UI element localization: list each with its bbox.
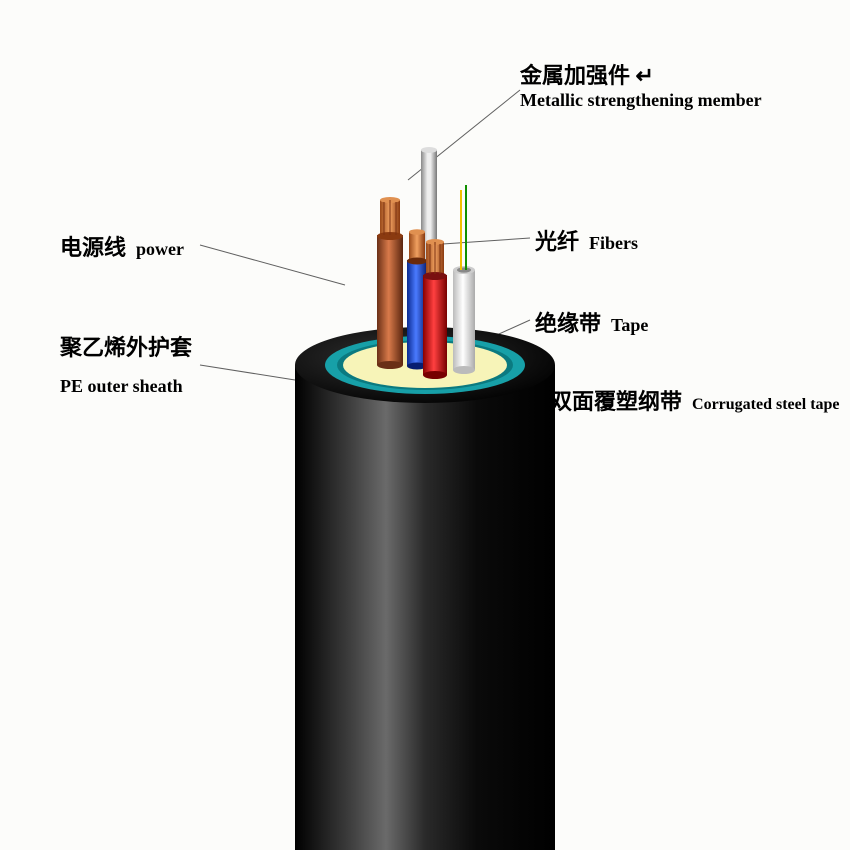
component-power-red [423,239,447,379]
label-sheath: 聚乙烯外护套 PE outer sheath [60,330,192,397]
label-sheath-en: PE outer sheath [60,376,192,397]
component-fiber-tube [453,185,475,374]
label-sheath-cn: 聚乙烯外护套 [60,335,192,360]
label-metal-en: Metallic strengthening member [520,90,762,111]
cable-body [295,327,555,850]
label-steel-en: Corrugated steel tape [692,396,840,413]
component-power-brown [377,197,403,369]
label-metal-cn: 金属加强件 [520,63,630,88]
label-power-cn: 电源线 [60,235,126,260]
label-power: 电源线 power [60,230,184,262]
label-power-en: power [136,239,184,259]
cable-diagram [225,130,625,850]
cable-components [377,147,475,379]
label-metal: 金属加强件 ↵ Metallic strengthening member [520,58,762,111]
